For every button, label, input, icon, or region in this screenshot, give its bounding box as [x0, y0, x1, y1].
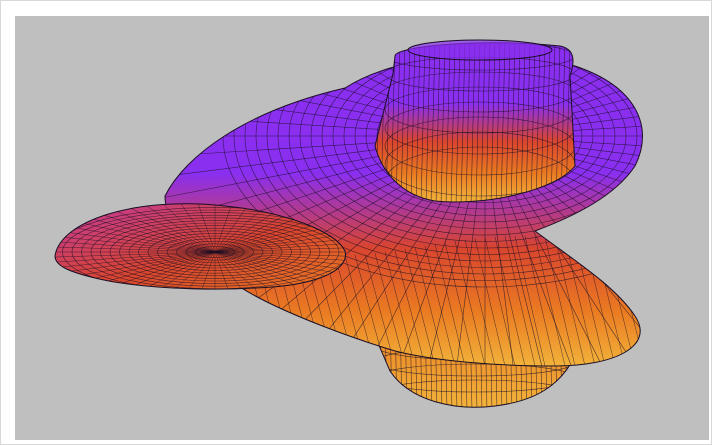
mesh-line — [410, 42, 416, 202]
mesh-line — [554, 237, 586, 367]
mesh-line — [214, 227, 346, 253]
mesh-line — [465, 42, 471, 202]
surface-plot — [15, 16, 709, 440]
mesh-line — [405, 42, 411, 202]
mesh-line — [214, 221, 346, 253]
mesh-line — [214, 251, 346, 259]
mesh-line — [395, 42, 401, 202]
mesh-line — [133, 203, 216, 253]
mesh-line — [214, 203, 237, 253]
surface-crown-opening — [407, 39, 553, 61]
mesh-line — [524, 236, 556, 367]
mesh-ring — [384, 86, 575, 134]
mesh-line — [454, 240, 486, 367]
mesh-line — [214, 251, 346, 283]
mesh-line — [495, 42, 501, 202]
mesh-line — [544, 236, 576, 367]
mesh-line — [440, 42, 446, 202]
mesh-line — [415, 42, 421, 202]
mesh-line — [214, 251, 297, 290]
mesh-line — [485, 42, 491, 202]
mesh-line — [445, 42, 451, 202]
mesh-line — [55, 245, 216, 253]
mesh-line — [414, 247, 446, 367]
mesh-line — [153, 251, 216, 290]
mesh-line — [424, 245, 456, 367]
mesh-line — [214, 251, 346, 288]
mesh-line — [500, 42, 506, 202]
mesh-line — [530, 42, 536, 202]
mesh-ring — [384, 101, 575, 155]
mesh-line — [214, 251, 237, 290]
mesh-line — [374, 253, 406, 367]
mesh-line — [214, 239, 346, 253]
mesh-line — [214, 251, 346, 271]
mesh-line — [480, 42, 486, 202]
mesh-line — [464, 239, 496, 367]
mesh-line — [193, 251, 216, 290]
mesh-line — [475, 42, 481, 202]
mesh-line — [534, 236, 566, 367]
mesh-line — [55, 251, 216, 259]
mesh-ring — [384, 131, 575, 197]
mesh-line — [514, 235, 546, 367]
mesh-line — [535, 42, 541, 202]
mesh-line — [550, 42, 556, 202]
mesh-line — [564, 238, 596, 367]
mesh-line — [470, 42, 476, 202]
mesh-line — [193, 203, 216, 253]
plot-area — [15, 16, 709, 440]
mesh-line — [97, 251, 216, 290]
mesh-ring — [375, 379, 575, 408]
mesh-line — [510, 42, 516, 202]
mesh-line — [214, 245, 346, 253]
mesh-line — [474, 238, 506, 367]
mesh-line — [114, 203, 216, 253]
mesh-line — [384, 251, 416, 367]
mesh-line — [394, 250, 426, 367]
mesh-line — [434, 244, 466, 367]
mesh-line — [173, 251, 216, 290]
mesh-line — [114, 251, 216, 290]
mesh-line — [494, 236, 526, 367]
mesh-line — [214, 251, 333, 290]
mesh-line — [505, 42, 511, 202]
mesh-line — [420, 42, 426, 202]
mesh-line — [545, 42, 551, 202]
mesh-line — [425, 42, 431, 202]
mesh-line — [484, 237, 516, 367]
mesh-line — [450, 42, 456, 202]
mesh-line — [214, 251, 346, 290]
mesh-ring — [384, 116, 575, 176]
mesh-line — [455, 42, 461, 202]
mesh-line — [404, 248, 436, 367]
mesh-line — [214, 203, 257, 253]
mesh-line — [540, 42, 546, 202]
mesh-line — [214, 251, 316, 290]
mesh-line — [133, 251, 216, 290]
mesh-line — [214, 216, 346, 253]
mesh-line — [81, 251, 216, 290]
mesh-line — [55, 251, 216, 265]
mesh-line — [444, 242, 476, 367]
mesh-ring — [375, 363, 575, 393]
mesh-line — [490, 42, 496, 202]
mesh-line — [173, 203, 216, 253]
mesh-line — [214, 251, 346, 277]
mesh-line — [214, 233, 346, 253]
mesh-line — [525, 42, 531, 202]
mesh-line — [55, 239, 216, 253]
mesh-line — [214, 251, 257, 290]
mesh-line — [214, 251, 277, 290]
mesh-line — [504, 236, 536, 367]
mesh-line — [460, 42, 466, 202]
mesh-line — [364, 254, 396, 367]
mesh-line — [214, 251, 346, 265]
